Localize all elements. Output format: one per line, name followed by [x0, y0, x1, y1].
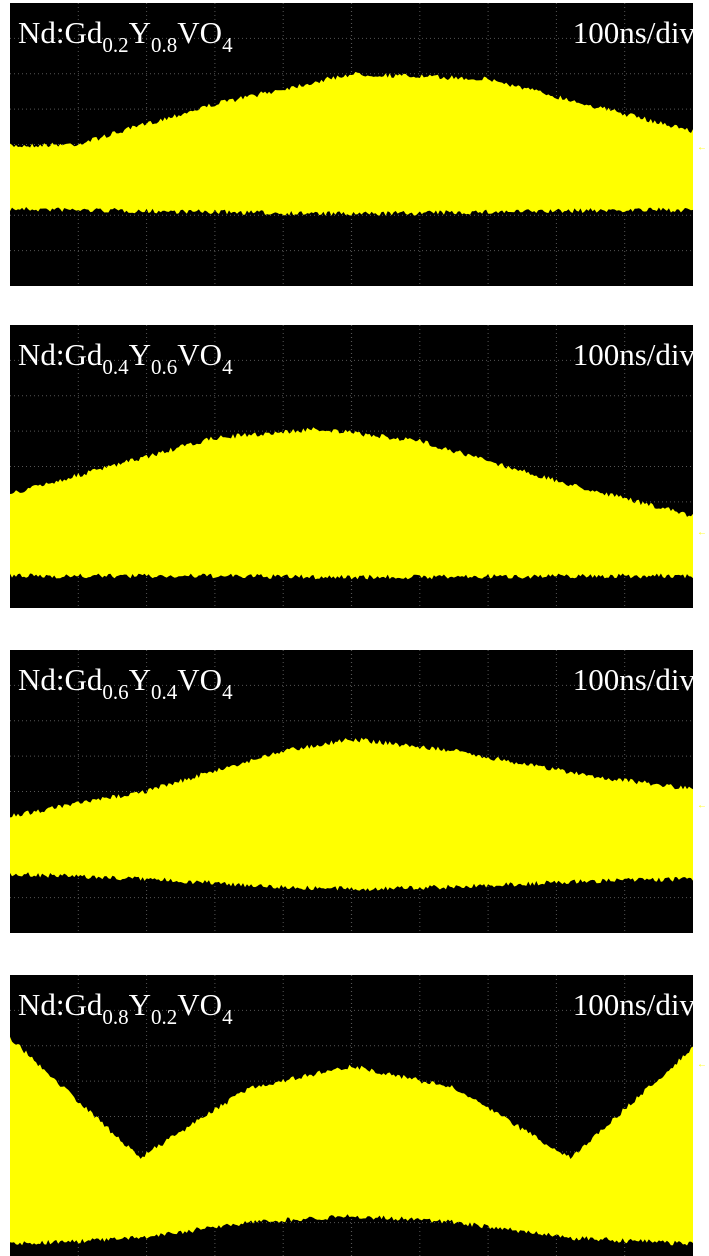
label-part: Nd:Gd — [18, 662, 103, 697]
subscript: 4 — [222, 33, 233, 57]
label-part: Y — [129, 337, 151, 372]
timebase: 100ns/div — [573, 662, 696, 697]
label-part: Nd:Gd — [18, 15, 103, 50]
subscript: 0.2 — [102, 33, 128, 57]
subscript: 0.8 — [102, 1005, 128, 1029]
subscript: 4 — [222, 680, 233, 704]
subscript: 0.6 — [102, 680, 128, 704]
subscript: 4 — [222, 355, 233, 379]
label-part: Y — [129, 662, 151, 697]
level-marker: ← — [697, 800, 707, 811]
label-part: Nd:Gd — [18, 987, 103, 1022]
level-marker: ← — [697, 527, 707, 538]
timebase: 100ns/div — [573, 337, 696, 372]
timebase: 100ns/div — [573, 15, 696, 50]
page: {"panels": [ {"label": ["Nd:Gd", "0.2", … — [0, 0, 709, 1256]
figure: ←Nd:Gd0.2Y0.8VO4100ns/div←Nd:Gd0.4Y0.6VO… — [0, 0, 709, 1256]
label-part: VO — [177, 662, 222, 697]
label-part: VO — [177, 337, 222, 372]
label-part: VO — [177, 15, 222, 50]
scope-panel: ← Nd:Gd0.6Y0.4VO4 100ns/div — [10, 650, 707, 933]
label-part: Nd:Gd — [18, 337, 103, 372]
label-part: Y — [129, 15, 151, 50]
label-part: VO — [177, 987, 222, 1022]
subscript: 0.2 — [151, 1005, 177, 1029]
scope-panel: ← Nd:Gd0.2Y0.8VO4 100ns/div — [10, 3, 707, 286]
subscript: 0.8 — [151, 33, 177, 57]
level-marker: ← — [697, 1059, 707, 1070]
scope-panel: ← Nd:Gd0.8Y0.2VO4 100ns/div — [10, 975, 707, 1256]
scope-panel: ← Nd:Gd0.4Y0.6VO4 100ns/div — [10, 325, 707, 608]
subscript: 0.6 — [151, 355, 177, 379]
label-part: Y — [129, 987, 151, 1022]
subscript: 0.4 — [102, 355, 129, 379]
timebase: 100ns/div — [573, 987, 696, 1022]
subscript: 0.4 — [151, 680, 178, 704]
level-marker: ← — [697, 142, 707, 153]
subscript: 4 — [222, 1005, 233, 1029]
